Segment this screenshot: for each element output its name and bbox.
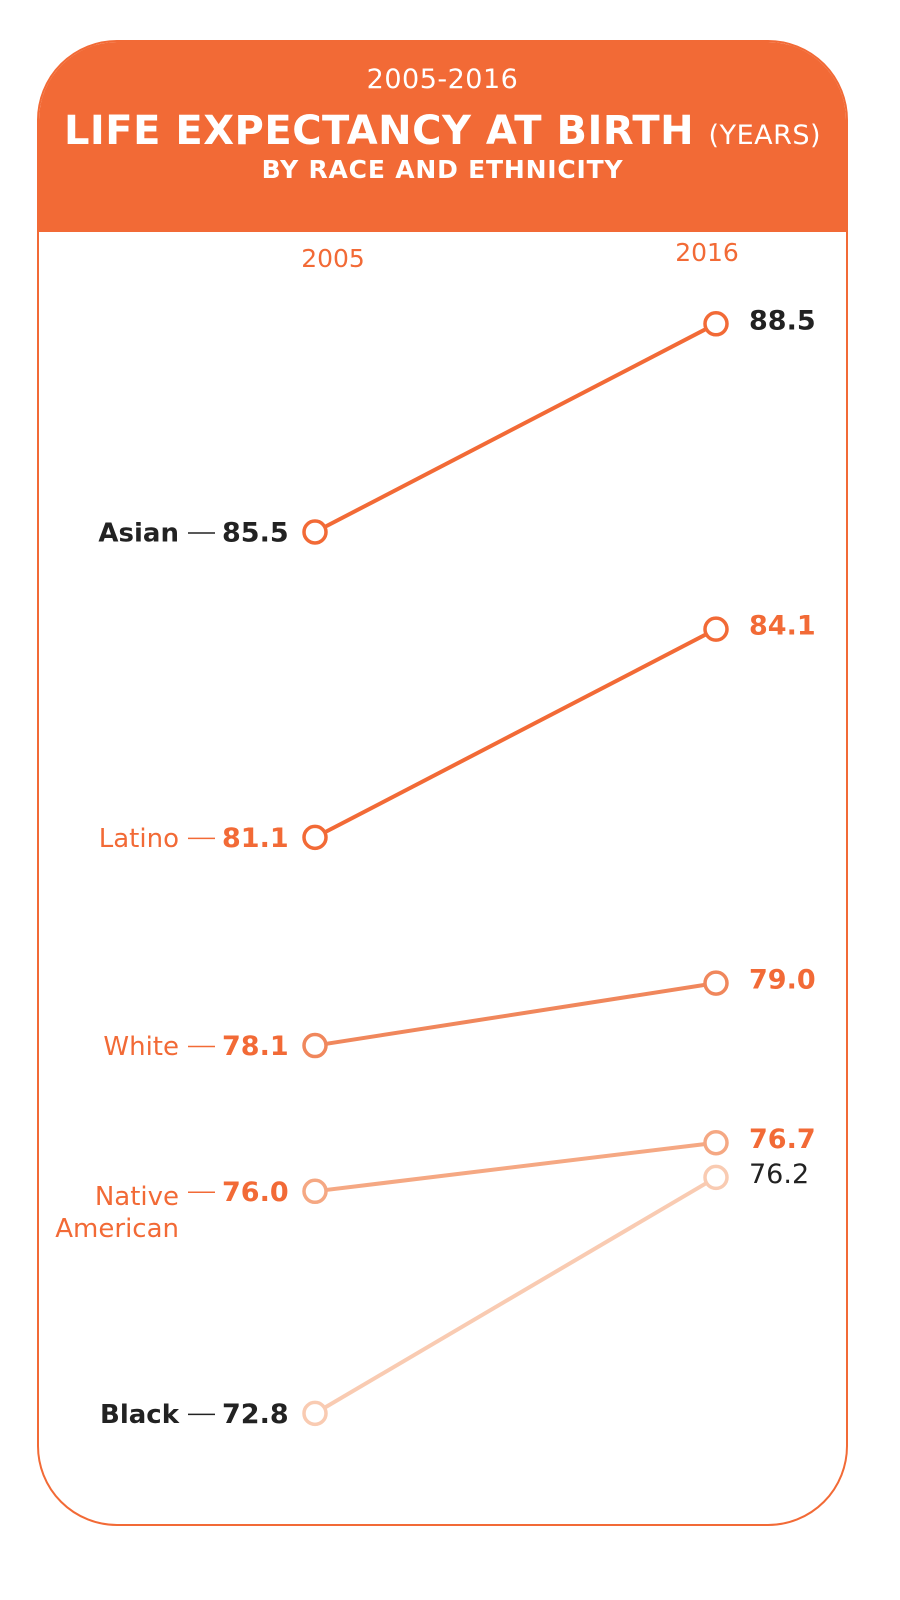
value-2016-latino: 84.1 (749, 611, 816, 642)
chart-title: LIFE EXPECTANCY AT BIRTH (YEARS) (39, 108, 846, 154)
series-line-asian (314, 322, 717, 534)
series-name-black: Black (100, 1400, 180, 1430)
period-label: 2005-2016 (366, 64, 519, 95)
units-label: (YEARS) (708, 120, 822, 151)
point-2016-black (703, 1164, 729, 1191)
year-label-2016: 2016 (675, 238, 739, 267)
point-2016-white (703, 970, 729, 996)
value-2016-native-american: 76.7 (749, 1124, 816, 1155)
series-name-latino: Latino (99, 824, 179, 854)
series-name-native-american-line1: Native (95, 1182, 179, 1212)
point-2016-asian (703, 311, 729, 337)
point-2005-native-american (302, 1178, 328, 1205)
value-2016-black: 76.2 (749, 1159, 809, 1190)
point-2005-white (302, 1032, 328, 1059)
point-2005-latino (302, 824, 328, 851)
chart-title-text: LIFE EXPECTANCY AT BIRTH (63, 108, 695, 154)
series-line-latino (314, 627, 717, 840)
series-line-native-american (314, 1140, 717, 1194)
chart-header: 2005-2016 LIFE EXPECTANCY AT BIRTH (YEAR… (39, 42, 846, 232)
series-line-white (314, 981, 717, 1048)
value-2005-asian: 85.5 (222, 518, 289, 549)
point-2005-asian (302, 519, 328, 545)
value-2016-white: 79.0 (749, 965, 816, 996)
point-2005-black (302, 1400, 328, 1427)
value-2005-native-american: 76.0 (222, 1177, 289, 1208)
value-2005-black: 72.8 (222, 1399, 289, 1430)
series-name-native-american-line2: American (55, 1214, 179, 1244)
series-name-white: White (103, 1032, 179, 1062)
point-2016-latino (703, 616, 729, 642)
chart-card: 2005-2016 LIFE EXPECTANCY AT BIRTH (YEAR… (37, 40, 848, 1526)
year-label-2005: 2005 (301, 244, 365, 273)
series-line-black (313, 1175, 718, 1416)
value-2016-asian: 88.5 (749, 305, 816, 336)
value-2005-white: 78.1 (222, 1031, 289, 1062)
series-name-asian: Asian (98, 519, 179, 549)
chart-subtitle: BY RACE AND ETHNICITY (261, 155, 624, 184)
point-2016-native-american (703, 1129, 729, 1156)
value-2005-latino: 81.1 (222, 823, 289, 854)
